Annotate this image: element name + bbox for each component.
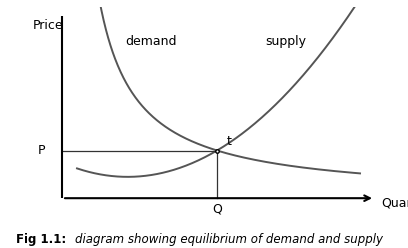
- Text: diagram showing equilibrium of demand and supply: diagram showing equilibrium of demand an…: [75, 233, 384, 246]
- Text: supply: supply: [265, 35, 306, 48]
- Text: Price: Price: [32, 19, 63, 31]
- Text: Fig 1.1:: Fig 1.1:: [16, 233, 67, 246]
- Text: t: t: [226, 135, 231, 148]
- Text: Q: Q: [212, 203, 222, 216]
- Text: P: P: [38, 144, 45, 157]
- Text: Quantity: Quantity: [381, 197, 408, 210]
- Text: demand: demand: [126, 35, 177, 48]
